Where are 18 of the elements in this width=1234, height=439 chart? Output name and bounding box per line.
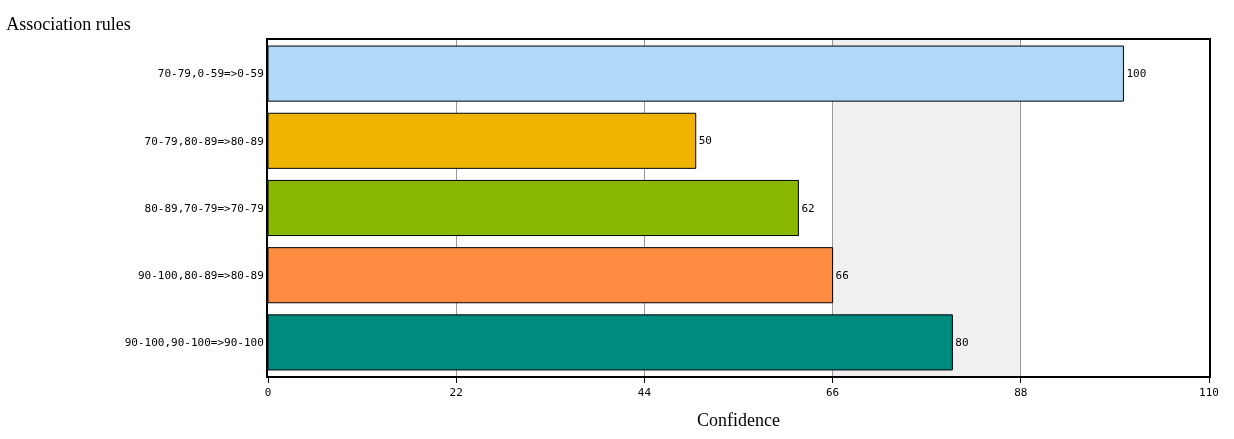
x-tick-label: 22 bbox=[449, 386, 463, 400]
x-tick-label: 88 bbox=[1014, 386, 1028, 400]
y-tick-label: 90-100,80-89=>80-89 bbox=[137, 269, 264, 283]
data-label: 62 bbox=[801, 201, 815, 215]
data-label: 66 bbox=[835, 268, 849, 282]
y-tick-label: 90-100,90-100=>90-100 bbox=[124, 336, 264, 350]
data-label: 100 bbox=[1126, 67, 1147, 81]
y-tick-label: 70-79,80-89=>80-89 bbox=[144, 134, 264, 148]
x-axis-title: Confidence bbox=[697, 409, 780, 430]
text: Association rules bbox=[6, 14, 131, 35]
y-tick-label: 80-89,70-79=>70-79 bbox=[144, 201, 264, 215]
x-tick-label: 44 bbox=[637, 386, 652, 400]
data-label: 50 bbox=[698, 134, 712, 148]
x-tick-label: 66 bbox=[825, 386, 840, 400]
data-label: 80 bbox=[955, 335, 969, 349]
y-tick-label: 70-79,0-59=>0-59 bbox=[157, 67, 264, 81]
x-tick-label: 0 bbox=[264, 386, 272, 400]
x-tick-label: 110 bbox=[1199, 386, 1219, 400]
